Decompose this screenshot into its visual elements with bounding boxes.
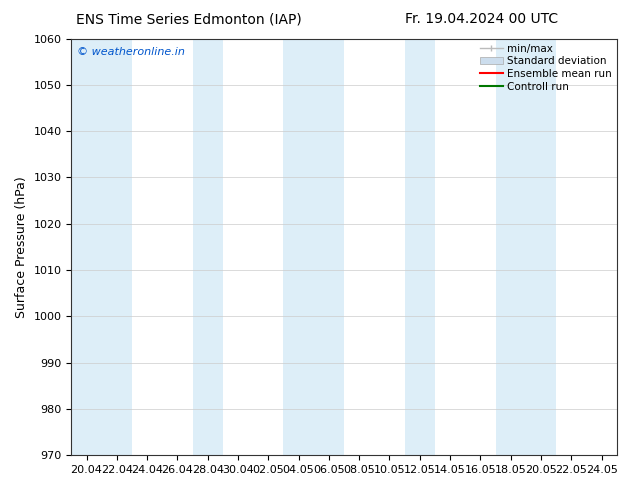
Bar [404,39,435,455]
Bar [496,39,526,455]
Text: © weatheronline.in: © weatheronline.in [77,47,184,57]
Bar [314,39,344,455]
Text: ENS Time Series Edmonton (IAP): ENS Time Series Edmonton (IAP) [76,12,302,26]
Text: Fr. 19.04.2024 00 UTC: Fr. 19.04.2024 00 UTC [404,12,558,26]
Bar [283,39,314,455]
Legend: min/max, Standard deviation, Ensemble mean run, Controll run: min/max, Standard deviation, Ensemble me… [477,41,614,95]
Bar [193,39,223,455]
Bar [526,39,556,455]
Y-axis label: Surface Pressure (hPa): Surface Pressure (hPa) [15,176,28,318]
Bar [101,39,132,455]
Bar [72,39,101,455]
